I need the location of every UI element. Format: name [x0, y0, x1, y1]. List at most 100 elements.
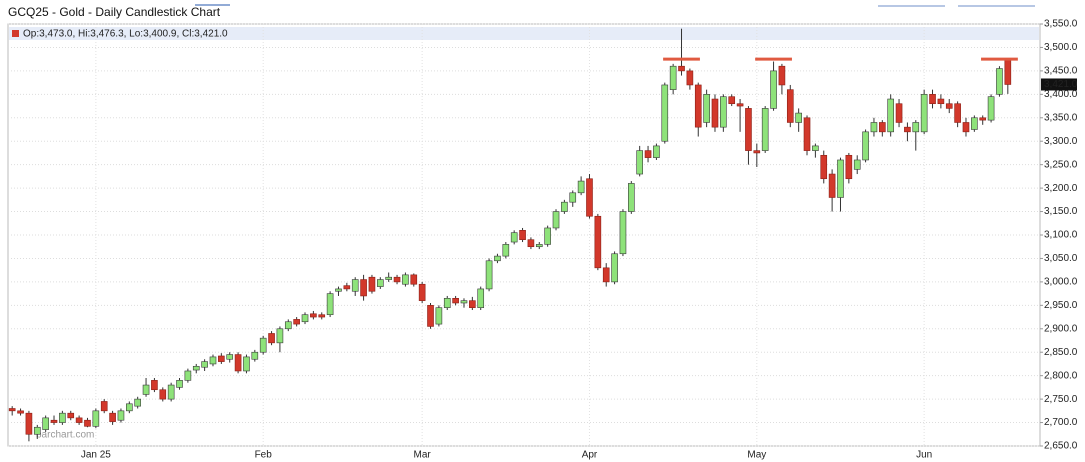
candle-body: [50, 419, 58, 423]
candle-body: [519, 230, 526, 240]
candle-body: [728, 96, 736, 105]
candle-body: [929, 94, 936, 105]
candle-body: [469, 300, 476, 308]
candle-body: [602, 267, 610, 283]
candle-body: [33, 426, 41, 435]
last-price-tag: [1041, 78, 1077, 91]
candle-body: [385, 276, 392, 280]
candle-body: [452, 297, 459, 304]
candle-body: [159, 389, 167, 400]
candle-body: [251, 351, 259, 360]
candle-body: [243, 356, 250, 372]
candle-body: [820, 154, 828, 180]
y-tick-label: 3,050.0: [1044, 253, 1078, 264]
candle-body: [42, 417, 49, 430]
candle-body: [427, 305, 434, 327]
candle-body: [84, 419, 91, 427]
candle-body: [109, 412, 116, 422]
candle-body: [720, 96, 727, 128]
y-tick-label: 3,150.0: [1044, 206, 1078, 217]
candle-body: [703, 94, 710, 123]
candle-body: [326, 293, 334, 316]
candle-body: [577, 180, 585, 194]
candle-body: [971, 117, 978, 130]
candle-body: [92, 410, 100, 427]
candle-body: [611, 253, 618, 283]
candle-body: [485, 260, 493, 290]
candle-body: [711, 98, 719, 128]
candle-body: [59, 412, 66, 423]
candle-body: [753, 150, 761, 154]
candle-body: [343, 285, 351, 290]
candle-body: [569, 192, 577, 203]
candle-body: [904, 126, 911, 133]
y-tick-label: 3,000.0: [1044, 277, 1078, 288]
y-tick-label: 2,850.0: [1044, 347, 1078, 358]
candle-body: [1004, 59, 1012, 85]
candle-body: [318, 314, 326, 318]
candle-body: [962, 122, 970, 133]
candle-body: [661, 84, 669, 142]
y-tick-label: 2,900.0: [1044, 323, 1078, 334]
candle-body: [435, 307, 443, 325]
candle-body: [67, 412, 75, 419]
candle-body: [126, 403, 133, 412]
candle-body: [586, 178, 593, 217]
candle-body: [996, 68, 1003, 95]
candle-body: [25, 412, 33, 435]
x-tick-label: Apr: [582, 450, 598, 461]
candle-body: [761, 108, 769, 151]
candle-body: [167, 384, 175, 400]
y-tick-label: 2,950.0: [1044, 300, 1078, 311]
candle-body: [887, 98, 894, 133]
candle-body: [310, 313, 317, 318]
candle-body: [786, 89, 794, 123]
y-tick-label: 3,550.0: [1044, 19, 1078, 30]
candle-body: [301, 314, 309, 323]
y-tick-label: 3,300.0: [1044, 136, 1078, 147]
y-tick-label: 3,100.0: [1044, 230, 1078, 241]
candle-body: [502, 244, 510, 257]
candle-body: [594, 215, 602, 269]
candle-body: [920, 94, 928, 133]
candle-body: [368, 276, 376, 292]
x-tick-label: Mar: [414, 450, 432, 461]
candle-body: [937, 98, 945, 105]
candle-body: [812, 145, 819, 151]
candle-body: [293, 319, 300, 325]
candle-body: [678, 65, 685, 72]
y-tick-label: 3,250.0: [1044, 159, 1078, 170]
candle-body: [284, 321, 292, 330]
x-tick-label: Jan 25: [81, 450, 111, 461]
last-price-label: 3,421.0: [1044, 79, 1078, 90]
candle-body: [837, 159, 844, 198]
candle-body: [268, 333, 275, 344]
candle-body: [393, 276, 401, 283]
y-tick-label: 2,650.0: [1044, 441, 1078, 452]
candle-body: [535, 244, 543, 248]
candle-body: [954, 103, 961, 123]
candle-body: [870, 122, 878, 133]
candle-body: [945, 103, 953, 109]
candle-body: [544, 227, 551, 245]
candle-body: [335, 288, 342, 292]
candle-body: [410, 274, 418, 285]
legend-text: Op:3,473.0, Hi:3,476.3, Lo:3,400.9, Cl:3…: [23, 29, 228, 40]
candle-body: [377, 279, 384, 287]
candle-body: [879, 122, 886, 133]
x-tick-label: May: [747, 450, 766, 461]
candle-body: [510, 232, 518, 243]
candle-body: [828, 173, 836, 198]
candle-body: [653, 145, 660, 158]
candle-body: [209, 356, 217, 365]
y-tick-label: 3,400.0: [1044, 89, 1078, 100]
candle-body: [100, 401, 108, 412]
candle-body: [134, 398, 141, 407]
candle-body: [142, 384, 150, 395]
candle-body: [736, 103, 744, 107]
candle-body: [686, 70, 694, 86]
candle-body: [192, 365, 200, 371]
candle-body: [494, 255, 501, 262]
x-tick-label: Jun: [916, 450, 932, 461]
